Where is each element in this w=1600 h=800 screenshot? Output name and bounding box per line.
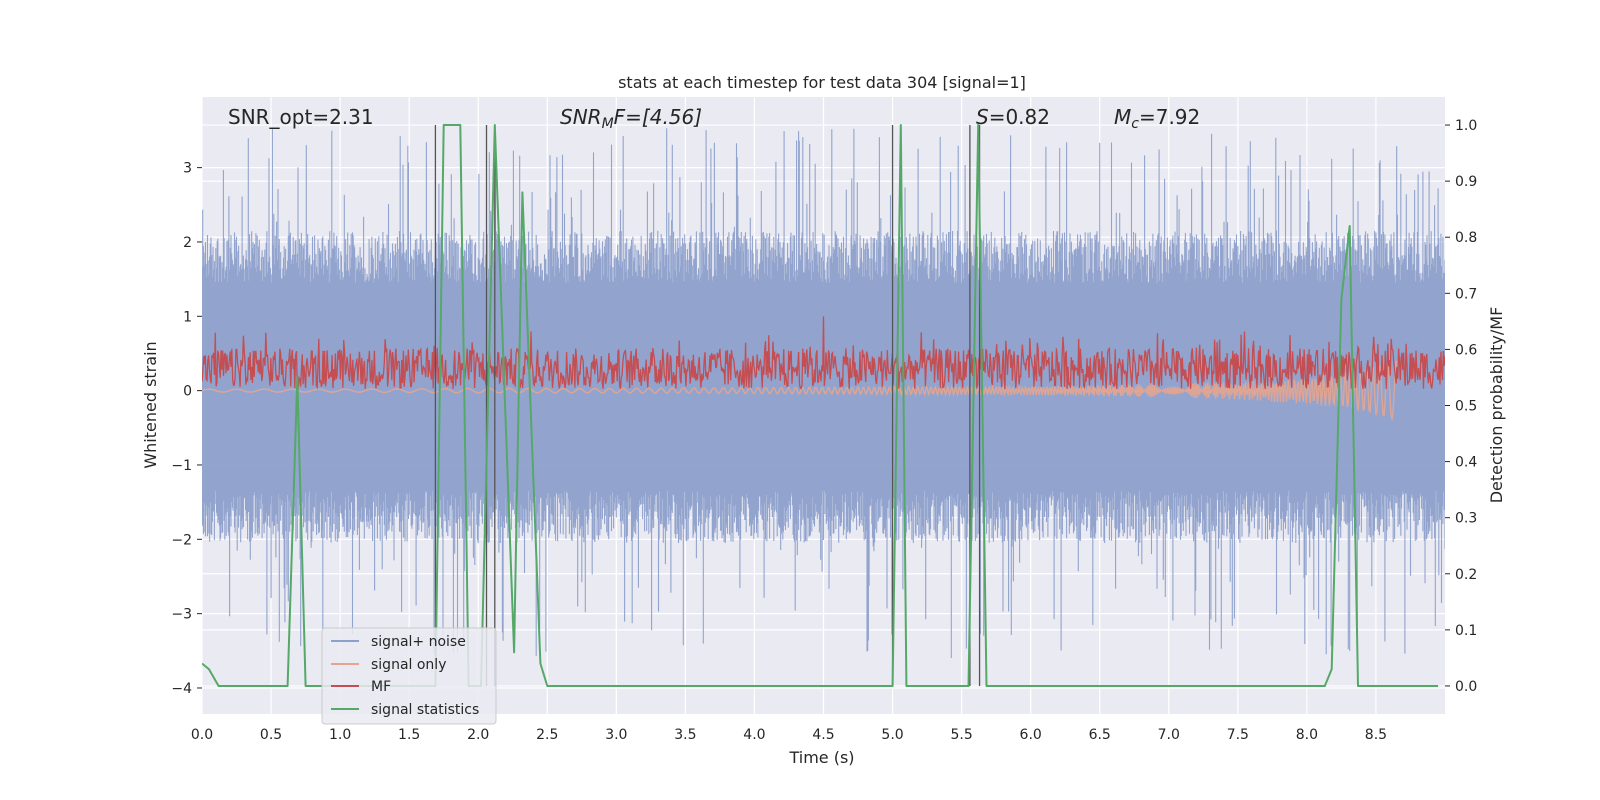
series-signal-statistics: [202, 124, 1439, 687]
y2-tick-label: 0.3: [1455, 511, 1477, 527]
x-tick-label: 6.5: [1089, 727, 1111, 743]
y2-tick-label: 0.9: [1455, 174, 1477, 190]
mc-symbol: M: [1114, 105, 1131, 129]
x-tick-label: 0.0: [191, 727, 213, 743]
chart-title: stats at each timestep for test data 304…: [618, 73, 1026, 92]
x-tick-label: 8.5: [1365, 727, 1387, 743]
y-tick-label: −2: [171, 532, 192, 548]
y-tick-label: −4: [171, 681, 192, 697]
y2-axis-label: Detection probability/MF: [1487, 307, 1506, 504]
x-tick-label: 6.0: [1020, 727, 1042, 743]
snr-mf-rest: F=[4.56]: [614, 105, 702, 129]
y-tick-label: 3: [183, 161, 192, 177]
legend-label-mf: MF: [371, 679, 391, 695]
mc-rest: =7.92: [1139, 105, 1200, 129]
x-tick-label: 1.5: [398, 727, 420, 743]
snr-mf-symbol: SNR: [560, 105, 602, 129]
mc-subscript: c: [1131, 116, 1139, 132]
legend-box: [321, 627, 497, 725]
y-tick-label: −3: [171, 607, 192, 623]
legend-label-signal-noise: signal+ noise: [371, 634, 466, 650]
x-tick-label: 2.5: [536, 727, 558, 743]
legend-label-signal-only: signal only: [371, 657, 446, 673]
snr-mf-subscript: M: [602, 116, 614, 132]
x-tick-label: 5.0: [881, 727, 903, 743]
y-tick-label: −1: [171, 458, 192, 474]
x-tick-label: 2.0: [467, 727, 489, 743]
series-signal-only: [202, 360, 1399, 420]
legend: signal+ noise signal only MF signal stat…: [321, 627, 497, 725]
series-mf: [202, 316, 1445, 390]
y2-tick-label: 0.5: [1455, 399, 1477, 415]
annotation-mc: Mc=7.92: [1114, 105, 1200, 132]
x-tick-label: 7.5: [1227, 727, 1249, 743]
x-axis-label: Time (s): [788, 748, 854, 767]
data-layer: [202, 124, 1445, 687]
y2-tick-label: 0.7: [1455, 286, 1477, 302]
x-tick-label: 4.5: [812, 727, 834, 743]
x-tick-label: 3.0: [605, 727, 627, 743]
y2-tick-label: 0.4: [1455, 455, 1477, 471]
axes: 0.0 0.5 1.0 1.5 2.0 2.5 3.0 3.5 4.0 4.5 5.0 5.5 6.0 6…: [171, 118, 1477, 743]
y-tick-label: 0: [183, 384, 192, 400]
x-tick-label: 5.5: [950, 727, 972, 743]
y2-tick-label: 1.0: [1455, 118, 1477, 134]
s-rest: =0.82: [989, 105, 1050, 129]
x-tick-label: 8.0: [1296, 727, 1318, 743]
y2-tick-label: 0.0: [1455, 679, 1477, 695]
legend-label-signal-statistics: signal statistics: [371, 702, 479, 718]
y-axis-label: Whitened strain: [141, 341, 160, 468]
annotation-s: S=0.82: [976, 105, 1050, 129]
y-tick-label: 2: [183, 235, 192, 251]
y2-tick-label: 0.2: [1455, 567, 1477, 583]
x-tick-label: 1.0: [329, 727, 351, 743]
x-tick-label: 0.5: [260, 727, 282, 743]
y-tick-label: 1: [183, 309, 192, 325]
s-symbol: S: [976, 105, 989, 129]
annotation-snr-mf: SNRMF=[4.56]: [560, 105, 702, 132]
annotation-snr-opt: SNR_opt=2.31: [228, 105, 374, 129]
x-tick-label: 4.0: [743, 727, 765, 743]
x-tick-label: 7.0: [1158, 727, 1180, 743]
x-tick-label: 3.5: [674, 727, 696, 743]
y2-tick-label: 0.8: [1455, 230, 1477, 246]
y2-tick-label: 0.1: [1455, 623, 1477, 639]
y2-tick-label: 0.6: [1455, 342, 1477, 358]
